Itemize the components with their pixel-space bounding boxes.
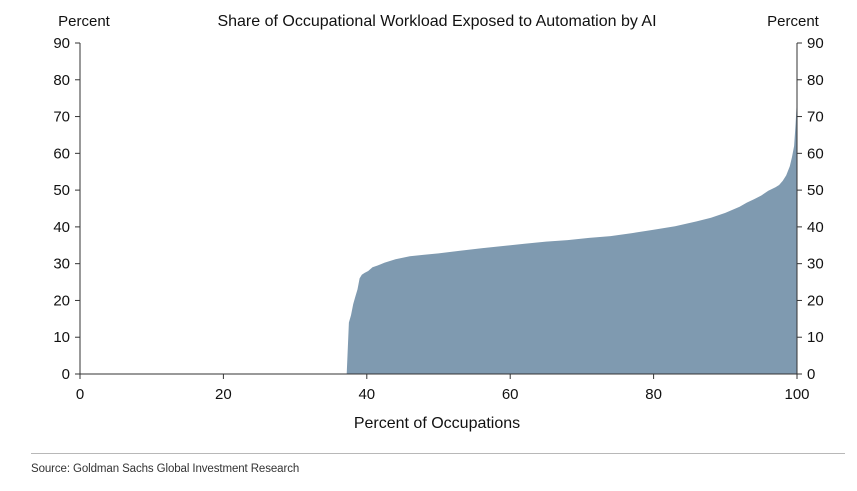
y-tick-label-right-70: 70	[807, 109, 824, 126]
y-tick-label-left-10: 10	[53, 329, 70, 346]
area-chart: Percent Share of Occupational Workload E…	[53, 13, 823, 432]
x-tick-label-0: 0	[76, 386, 84, 403]
x-tick-label-60: 60	[502, 386, 519, 403]
x-tick-label-40: 40	[358, 386, 375, 403]
y-tick-label-right-10: 10	[807, 329, 824, 346]
y-tick-label-left-70: 70	[53, 109, 70, 126]
right-axis-unit: Percent	[767, 13, 820, 30]
source-divider	[31, 453, 845, 454]
x-tick-label-20: 20	[215, 386, 232, 403]
y-tick-label-right-0: 0	[807, 366, 815, 383]
left-axis-unit: Percent	[58, 13, 111, 30]
y-tick-label-left-30: 30	[53, 256, 70, 273]
x-tick-label-100: 100	[784, 386, 809, 403]
y-tick-label-right-20: 20	[807, 292, 824, 309]
chart-title: Share of Occupational Workload Exposed t…	[217, 13, 656, 30]
y-tick-label-right-80: 80	[807, 72, 824, 89]
y-tick-label-left-60: 60	[53, 145, 70, 162]
x-axis-label: Percent of Occupations	[354, 415, 520, 432]
y-tick-label-right-90: 90	[807, 35, 824, 52]
y-tick-label-right-60: 60	[807, 145, 824, 162]
y-tick-label-left-40: 40	[53, 219, 70, 236]
y-tick-label-left-80: 80	[53, 72, 70, 89]
y-tick-label-right-40: 40	[807, 219, 824, 236]
y-tick-label-right-50: 50	[807, 182, 824, 199]
source-note: Source: Goldman Sachs Global Investment …	[31, 463, 300, 475]
y-tick-label-left-0: 0	[62, 366, 70, 383]
area-series-0	[346, 98, 797, 374]
y-tick-label-left-90: 90	[53, 35, 70, 52]
y-tick-label-left-20: 20	[53, 292, 70, 309]
y-tick-label-left-50: 50	[53, 182, 70, 199]
x-tick-label-80: 80	[645, 386, 662, 403]
y-tick-label-right-30: 30	[807, 256, 824, 273]
